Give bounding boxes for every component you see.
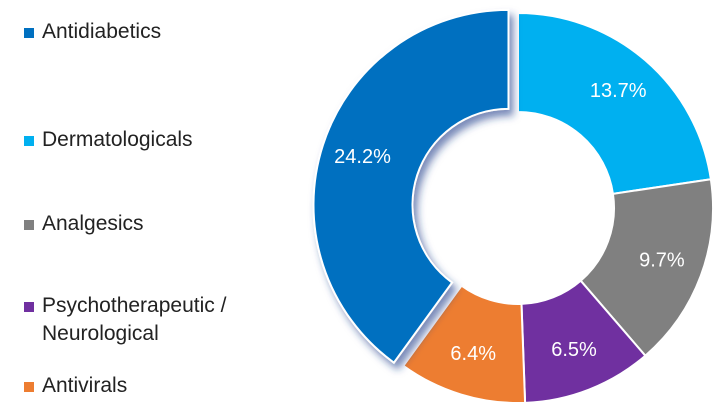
legend-label: Psychotherapeutic / Neurological xyxy=(42,294,227,345)
legend-swatch xyxy=(24,136,34,146)
data-label: 6.4% xyxy=(450,343,496,365)
legend-label: Antidiabetics xyxy=(42,20,162,43)
legend-item: Dermatologicals xyxy=(22,126,312,154)
legend-label: Antivirals xyxy=(42,374,128,397)
donut-slice xyxy=(401,284,527,404)
legend-item: Psychotherapeutic / Neurological xyxy=(22,292,312,348)
legend-item: Antivirals xyxy=(22,372,312,400)
legend-swatch xyxy=(24,220,34,230)
data-label: 24.2% xyxy=(334,146,391,168)
data-label: 6.5% xyxy=(551,339,597,361)
legend-item: Analgesics xyxy=(22,210,312,238)
legend-label: Analgesics xyxy=(42,212,144,235)
legend-swatch xyxy=(24,302,34,312)
data-label: 9.7% xyxy=(639,250,685,272)
legend-label: Dermatologicals xyxy=(42,128,193,151)
data-label: 13.7% xyxy=(590,80,647,102)
legend-swatch xyxy=(24,28,34,38)
donut-slice xyxy=(312,8,510,365)
donut-slice xyxy=(579,178,714,358)
legend-item: Antidiabetics xyxy=(22,18,312,46)
donut-slice xyxy=(517,11,713,195)
legend-swatch xyxy=(24,382,34,392)
